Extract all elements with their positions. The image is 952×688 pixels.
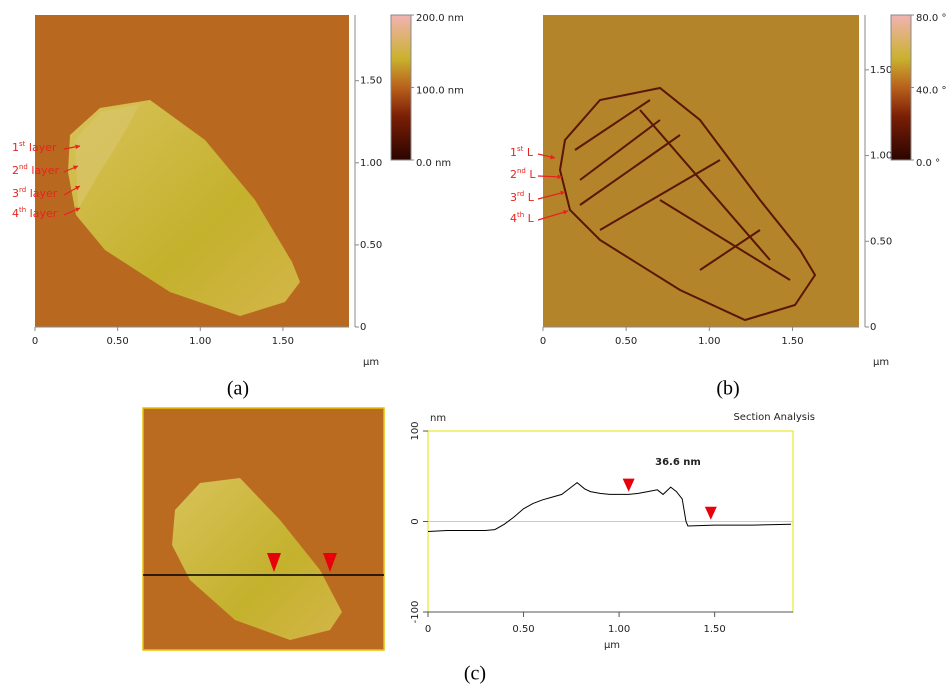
colorbar-label: 0.0 ° — [916, 158, 940, 169]
arrow-head — [550, 154, 555, 160]
annotation-superscript: nd — [517, 167, 526, 175]
y-tick-label: 0 — [360, 322, 366, 333]
y-axis-label: nm — [430, 413, 446, 424]
annotation-number: 4 — [12, 207, 19, 220]
chart-title: Section Analysis — [733, 412, 815, 423]
arrow-head — [560, 190, 565, 196]
y-tick-label: 1.00 — [870, 151, 892, 162]
annotation-number: 2 — [510, 168, 517, 181]
annotation: 2nd layer — [12, 163, 59, 177]
colorbar-label: 100.0 nm — [416, 86, 464, 97]
x-tick-label: 1.00 — [698, 336, 720, 347]
annotation-word: layer — [26, 207, 58, 220]
flake — [68, 100, 300, 316]
annotation-superscript: rd — [517, 190, 524, 198]
annotation-number: 1 — [12, 141, 19, 154]
x-tick-label: 1.00 — [189, 336, 211, 347]
annotation-number: 3 — [12, 187, 19, 200]
arrow-head — [75, 144, 80, 150]
annotation: 1st L — [510, 145, 534, 159]
y-tick-label: 1.50 — [870, 65, 892, 76]
colorbar-label: 0.0 nm — [416, 158, 451, 169]
annotation: 1st layer — [12, 140, 57, 154]
colorbar — [390, 14, 412, 161]
panel-label: (c) — [464, 663, 486, 685]
y-tick-label: 1.50 — [360, 76, 382, 87]
annotation: 3rd L — [510, 190, 535, 204]
flake — [172, 478, 342, 640]
colorbar-label: 200.0 nm — [416, 13, 464, 24]
y-tick-label: 0 — [410, 518, 421, 524]
colorbar-label: 80.0 ° — [916, 13, 946, 24]
y-tick-label: 0.50 — [360, 240, 382, 251]
annotation: 36.6 nm — [655, 457, 701, 468]
arrow-head — [563, 209, 568, 215]
x-tick-label: 1.50 — [272, 336, 294, 347]
arrow-head — [557, 174, 562, 180]
y-tick-label: -100 — [410, 601, 421, 624]
annotation-number: 1 — [510, 146, 517, 159]
x-tick-label: 0.50 — [106, 336, 128, 347]
x-axis-label: μm — [363, 357, 379, 368]
annotation: 3rd layer — [12, 186, 58, 200]
section-marker — [323, 553, 337, 572]
annotation-superscript: nd — [19, 163, 28, 171]
y-tick-label: 0 — [870, 322, 876, 333]
annotation-number: 4 — [510, 212, 517, 225]
x-tick-label: 0 — [425, 624, 431, 635]
annotation-word: L — [523, 146, 533, 159]
x-tick-label: 1.00 — [608, 624, 630, 635]
annotation-arrow — [537, 191, 566, 200]
annotation-word: layer — [28, 164, 60, 177]
x-tick-label: 0 — [32, 336, 38, 347]
colorbar — [890, 14, 912, 161]
annotation-number: 2 — [12, 164, 19, 177]
x-axis-label: μm — [604, 640, 620, 651]
x-tick-label: 0 — [540, 336, 546, 347]
annotation-arrow — [537, 210, 569, 221]
annotation-superscript: th — [19, 206, 26, 214]
arrow-head — [75, 186, 80, 191]
annotation: 2nd L — [510, 167, 536, 181]
annotation-word: L — [526, 168, 536, 181]
profile-line — [427, 481, 792, 532]
y-tick-label: 0.50 — [870, 236, 892, 247]
annotation-word: L — [524, 212, 534, 225]
panel-label: (a) — [227, 378, 249, 400]
annotation-number: 3 — [510, 191, 517, 204]
annotation-superscript: rd — [19, 186, 26, 194]
annotation-word: layer — [25, 141, 57, 154]
annotation: 4th L — [510, 211, 535, 225]
colorbar-label: 40.0 ° — [916, 86, 946, 97]
flake-edge — [75, 104, 140, 210]
arrow-head — [75, 207, 80, 212]
annotation: 4th layer — [12, 206, 58, 220]
annotation-superscript: th — [517, 211, 524, 219]
annotation-word: L — [524, 191, 534, 204]
x-tick-label: 1.50 — [781, 336, 803, 347]
section-marker — [704, 506, 717, 520]
x-axis-label: μm — [873, 357, 889, 368]
y-tick-label: 100 — [410, 421, 421, 440]
annotation-superscript: st — [517, 145, 524, 153]
section-marker — [267, 553, 281, 572]
y-tick-label: 1.00 — [360, 158, 382, 169]
x-tick-label: 0.50 — [512, 624, 534, 635]
arrow-head — [73, 165, 78, 170]
annotation-superscript: st — [19, 140, 26, 148]
flake-outline — [558, 86, 817, 322]
annotation-word: layer — [26, 187, 58, 200]
x-tick-label: 1.50 — [704, 624, 726, 635]
panel-label: (b) — [716, 378, 739, 400]
x-tick-label: 0.50 — [615, 336, 637, 347]
section-marker — [622, 478, 635, 492]
